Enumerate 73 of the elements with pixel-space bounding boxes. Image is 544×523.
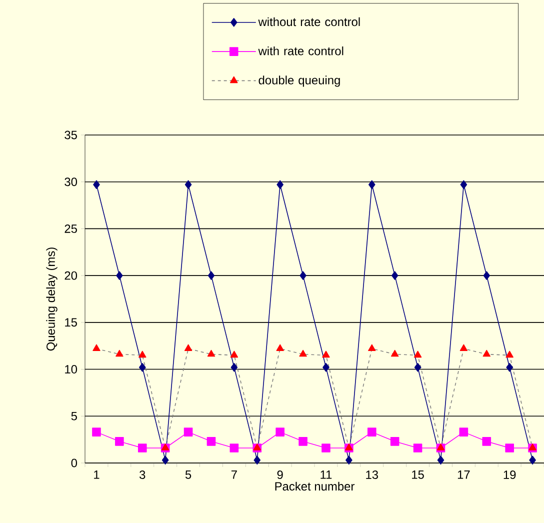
point <box>414 363 422 372</box>
legend-label: double queuing <box>258 76 340 87</box>
point <box>92 344 100 352</box>
point <box>93 180 100 190</box>
point <box>299 350 307 357</box>
x-axis-title: Packet number <box>275 482 354 491</box>
point <box>390 350 399 357</box>
point <box>391 271 398 280</box>
y-tick-label: 5 <box>71 412 77 420</box>
point <box>529 456 536 465</box>
point <box>206 437 216 446</box>
point <box>276 344 284 352</box>
x-tick-label: 13 <box>366 470 378 479</box>
point <box>506 350 514 358</box>
point <box>230 363 238 372</box>
x-tick-label: 11 <box>320 470 332 479</box>
point <box>184 344 192 352</box>
point <box>300 271 306 280</box>
y-tick-label: 10 <box>65 365 78 374</box>
point <box>207 350 216 357</box>
point <box>414 350 422 358</box>
point <box>505 444 514 452</box>
y-tick-label: 25 <box>64 224 77 233</box>
point <box>184 180 192 190</box>
point <box>116 350 124 357</box>
y-tick-label: 15 <box>65 318 77 327</box>
point <box>230 350 238 358</box>
point <box>346 456 352 465</box>
y-axis-title: Queuing delay (ms) <box>46 248 58 351</box>
point <box>483 271 490 280</box>
point <box>230 444 239 452</box>
point <box>390 437 400 446</box>
point <box>413 444 422 452</box>
point <box>460 180 468 190</box>
legend-label: without rate control <box>258 17 360 26</box>
point <box>116 271 123 280</box>
point <box>115 437 124 446</box>
x-tick-label: 17 <box>458 470 470 479</box>
x-tick-label: 7 <box>231 470 237 479</box>
x-tick-label: 15 <box>412 470 424 479</box>
point <box>322 444 330 452</box>
point <box>254 456 261 465</box>
x-tick-label: 19 <box>504 470 516 479</box>
x-tick-label: 5 <box>185 470 192 479</box>
legend-label: with rate control <box>258 46 344 56</box>
y-tick-label: 20 <box>64 271 78 280</box>
point <box>437 456 444 465</box>
point <box>162 456 169 465</box>
point <box>322 363 330 372</box>
x-tick-label: 3 <box>140 470 146 479</box>
point <box>368 180 376 190</box>
point <box>322 350 330 358</box>
point <box>276 428 284 436</box>
point <box>138 350 146 358</box>
point <box>482 350 490 357</box>
point <box>367 428 376 436</box>
y-tick-label: 30 <box>64 178 78 186</box>
point <box>460 344 468 352</box>
y-tick-label: 0 <box>71 458 78 468</box>
x-tick-label: 9 <box>277 470 283 479</box>
point <box>92 428 101 436</box>
y-tick-label: 35 <box>64 130 77 140</box>
point <box>208 271 215 280</box>
point <box>138 444 147 452</box>
x-tick-label: 1 <box>94 470 100 479</box>
point <box>276 180 284 190</box>
point <box>506 363 513 372</box>
point <box>184 428 193 436</box>
point <box>368 344 376 352</box>
point <box>482 437 492 446</box>
point <box>298 437 308 446</box>
point <box>138 363 146 372</box>
point <box>459 428 468 436</box>
